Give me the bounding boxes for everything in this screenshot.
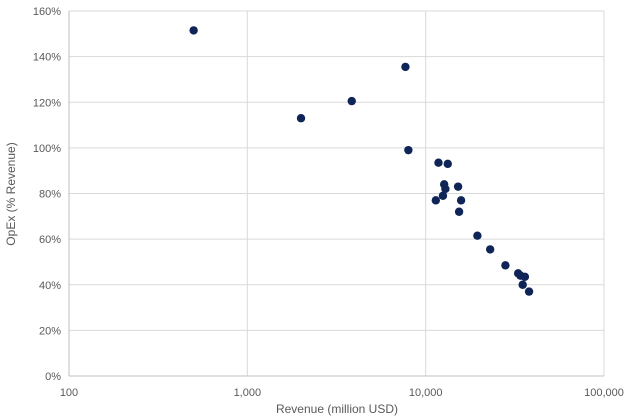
x-axis-title: Revenue (million USD) [276, 402, 398, 416]
data-point [434, 158, 443, 167]
data-point [438, 191, 448, 200]
data-point [473, 231, 482, 240]
data-point [431, 196, 441, 205]
y-tick-label: 40% [39, 280, 61, 292]
data-point [520, 272, 530, 281]
tick-labels: 0% 20% 40% 60% 80% 100% 120% 140% 160% 100 1,000 10… [33, 6, 624, 399]
y-axis-title: OpEx (% Revenue) [4, 142, 18, 245]
y-tick-label: 80% [39, 189, 61, 201]
y-tick-label: 100% [33, 143, 61, 155]
x-tick-label: 10,000 [409, 387, 443, 399]
data-points [189, 26, 534, 296]
y-tick-label: 120% [33, 97, 61, 109]
y-tick-label: 60% [39, 234, 61, 246]
data-point [524, 287, 534, 296]
data-point [401, 62, 410, 72]
data-point [454, 207, 464, 216]
grid-layer [68, 10, 605, 377]
y-tick-label: 160% [33, 6, 61, 18]
y-tick-label: 0% [45, 371, 61, 383]
data-point [296, 114, 306, 123]
x-tick-label: 100 [60, 387, 78, 399]
x-tick-label: 100,000 [584, 387, 624, 399]
data-point [485, 245, 495, 254]
data-point [518, 280, 527, 289]
x-tick-label: 1,000 [234, 387, 262, 399]
y-tick-label: 140% [33, 52, 61, 64]
data-point [441, 184, 450, 194]
data-point [453, 182, 463, 191]
data-point [404, 145, 413, 155]
y-tick-label: 20% [39, 325, 61, 337]
data-point [443, 159, 452, 169]
data-point [501, 261, 510, 270]
data-point [189, 26, 198, 35]
data-point [456, 196, 466, 205]
data-point [347, 96, 356, 106]
